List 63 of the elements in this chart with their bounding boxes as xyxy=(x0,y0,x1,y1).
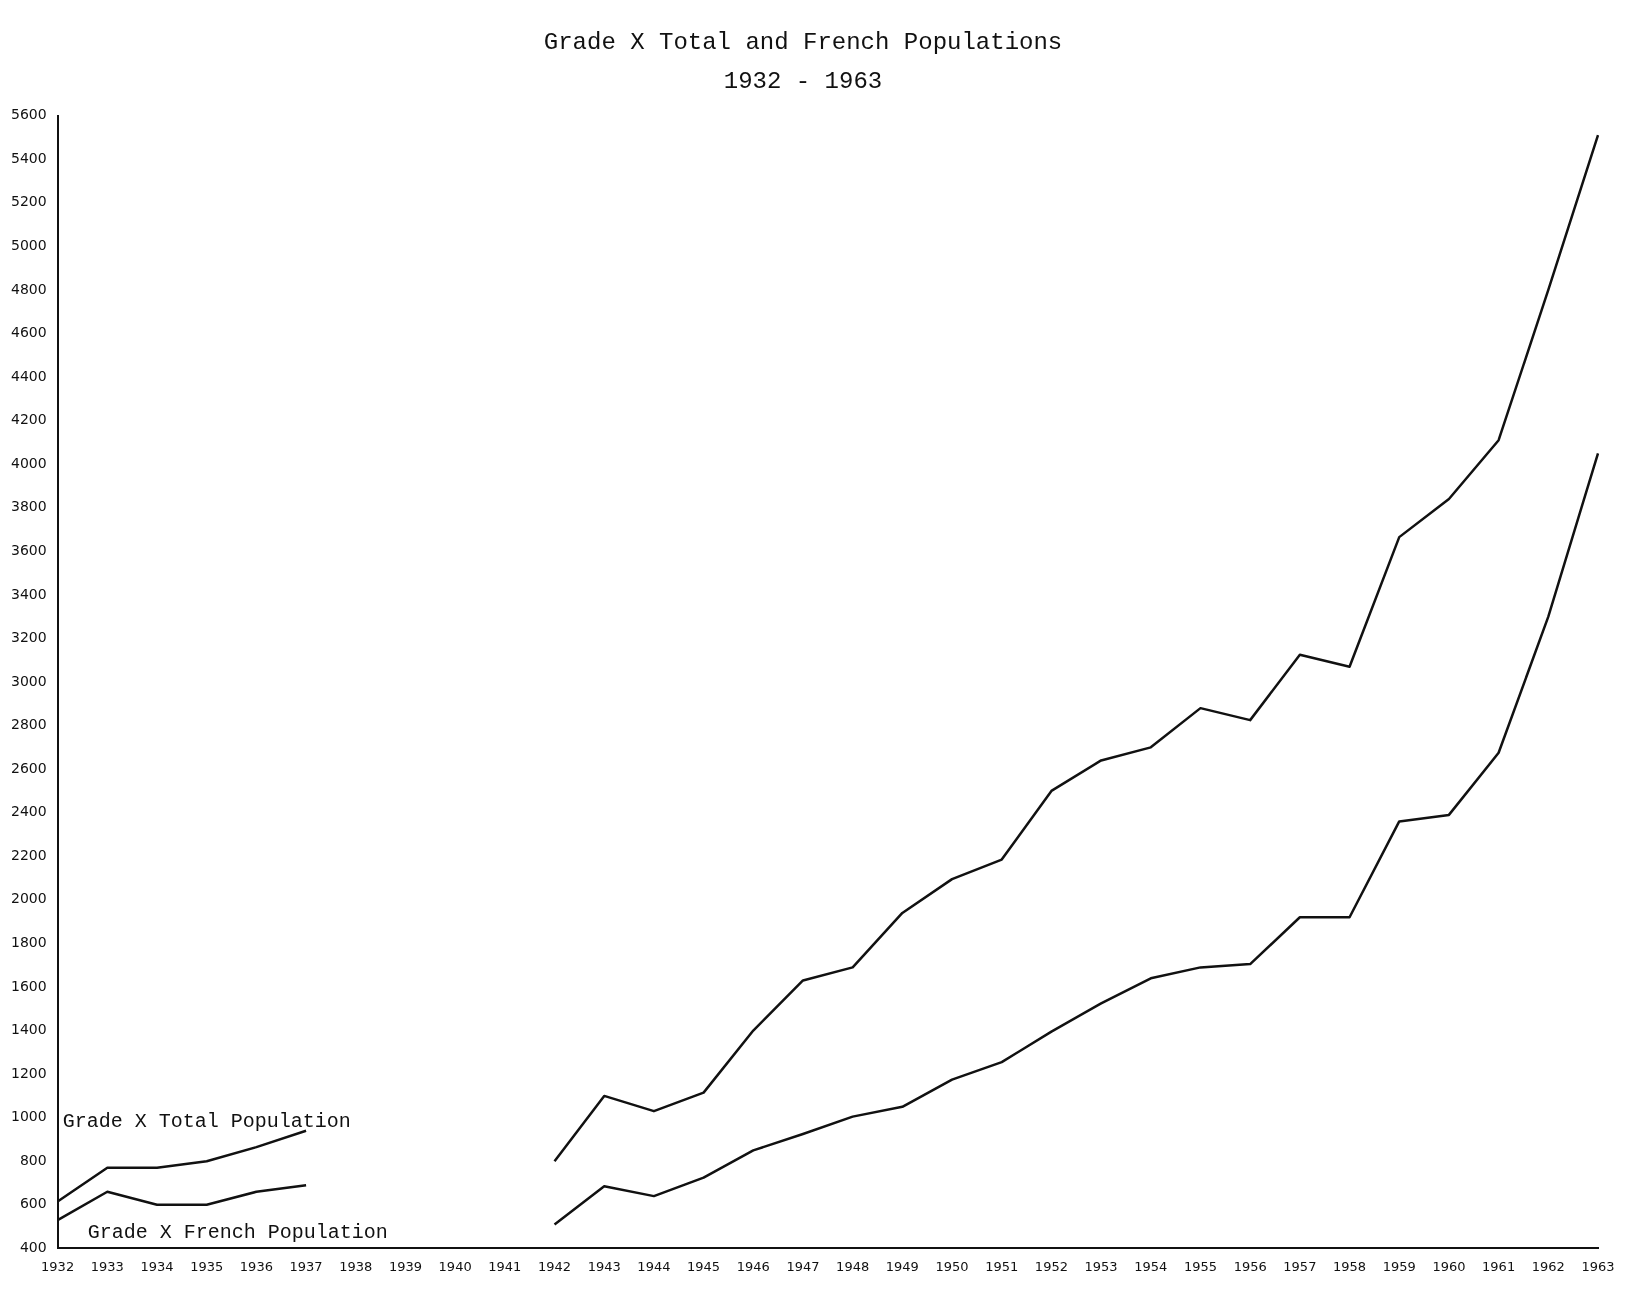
x-tick-label: 1949 xyxy=(885,1258,919,1274)
x-tick-label: 1951 xyxy=(985,1258,1019,1274)
chart-subtitle: 1932 - 1963 xyxy=(723,67,883,95)
x-tick-label: 1958 xyxy=(1333,1258,1367,1274)
x-tick-label: 1950 xyxy=(935,1258,969,1274)
x-tick-label: 1959 xyxy=(1382,1258,1416,1274)
y-tick-label: 2600 xyxy=(10,759,47,776)
y-tick-label: 5200 xyxy=(10,193,47,210)
y-tick-label: 2400 xyxy=(10,803,47,820)
x-tick-label: 1943 xyxy=(587,1258,621,1274)
series-label: Grade X Total Population xyxy=(62,1109,351,1133)
y-tick-label: 400 xyxy=(19,1239,47,1256)
x-tick-label: 1948 xyxy=(836,1258,870,1274)
y-tick-label: 1200 xyxy=(10,1064,47,1081)
x-tick-label: 1934 xyxy=(140,1258,174,1274)
y-tick-label: 4200 xyxy=(10,411,47,428)
chart-title: Grade X Total and French Populations xyxy=(543,28,1063,56)
y-tick-label: 3600 xyxy=(10,541,47,558)
y-tick-label: 5000 xyxy=(10,236,47,253)
x-tick-label: 1947 xyxy=(786,1258,820,1274)
series-label: Grade X French Population xyxy=(87,1221,388,1245)
x-tick-label: 1960 xyxy=(1432,1258,1466,1274)
x-tick-label: 1938 xyxy=(339,1258,373,1274)
x-tick-label: 1946 xyxy=(736,1258,770,1274)
x-tick-label: 1940 xyxy=(438,1258,472,1274)
y-tick-label: 1400 xyxy=(10,1021,47,1038)
y-tick-label: 600 xyxy=(19,1195,47,1212)
y-tick-label: 1000 xyxy=(10,1108,47,1125)
y-tick-label: 800 xyxy=(19,1151,47,1168)
y-tick-label: 1800 xyxy=(10,934,47,951)
x-tick-label: 1952 xyxy=(1034,1258,1068,1274)
x-tick-label: 1941 xyxy=(488,1258,522,1274)
x-tick-label: 1932 xyxy=(41,1258,75,1274)
y-tick-label: 4800 xyxy=(10,280,47,297)
x-tick-label: 1953 xyxy=(1084,1258,1118,1274)
x-tick-label: 1957 xyxy=(1283,1258,1317,1274)
x-tick-label: 1944 xyxy=(637,1258,671,1274)
y-tick-label: 3200 xyxy=(10,629,47,646)
x-tick-label: 1954 xyxy=(1134,1258,1168,1274)
y-tick-label: 4600 xyxy=(10,324,47,341)
x-tick-label: 1963 xyxy=(1581,1258,1615,1274)
y-tick-label: 5400 xyxy=(10,149,47,166)
y-tick-label: 2000 xyxy=(10,890,47,907)
y-tick-label: 3800 xyxy=(10,498,47,515)
y-tick-label: 4400 xyxy=(10,367,47,384)
x-tick-label: 1961 xyxy=(1482,1258,1516,1274)
x-tick-label: 1939 xyxy=(388,1258,422,1274)
x-tick-label: 1945 xyxy=(687,1258,721,1274)
y-tick-label: 4000 xyxy=(10,454,47,471)
y-tick-label: 2200 xyxy=(10,846,47,863)
y-tick-label: 2800 xyxy=(10,716,47,733)
y-tick-label: 1600 xyxy=(10,977,47,994)
x-tick-label: 1936 xyxy=(239,1258,273,1274)
x-tick-label: 1933 xyxy=(90,1258,124,1274)
x-tick-label: 1956 xyxy=(1233,1258,1267,1274)
x-tick-label: 1962 xyxy=(1531,1258,1565,1274)
x-tick-label: 1942 xyxy=(537,1258,572,1274)
y-tick-label: 3000 xyxy=(10,672,47,689)
x-tick-label: 1955 xyxy=(1183,1258,1218,1274)
y-tick-label: 5600 xyxy=(10,106,47,123)
x-tick-label: 1935 xyxy=(190,1258,224,1274)
y-tick-label: 3400 xyxy=(10,585,47,602)
x-tick-label: 1937 xyxy=(289,1258,323,1274)
